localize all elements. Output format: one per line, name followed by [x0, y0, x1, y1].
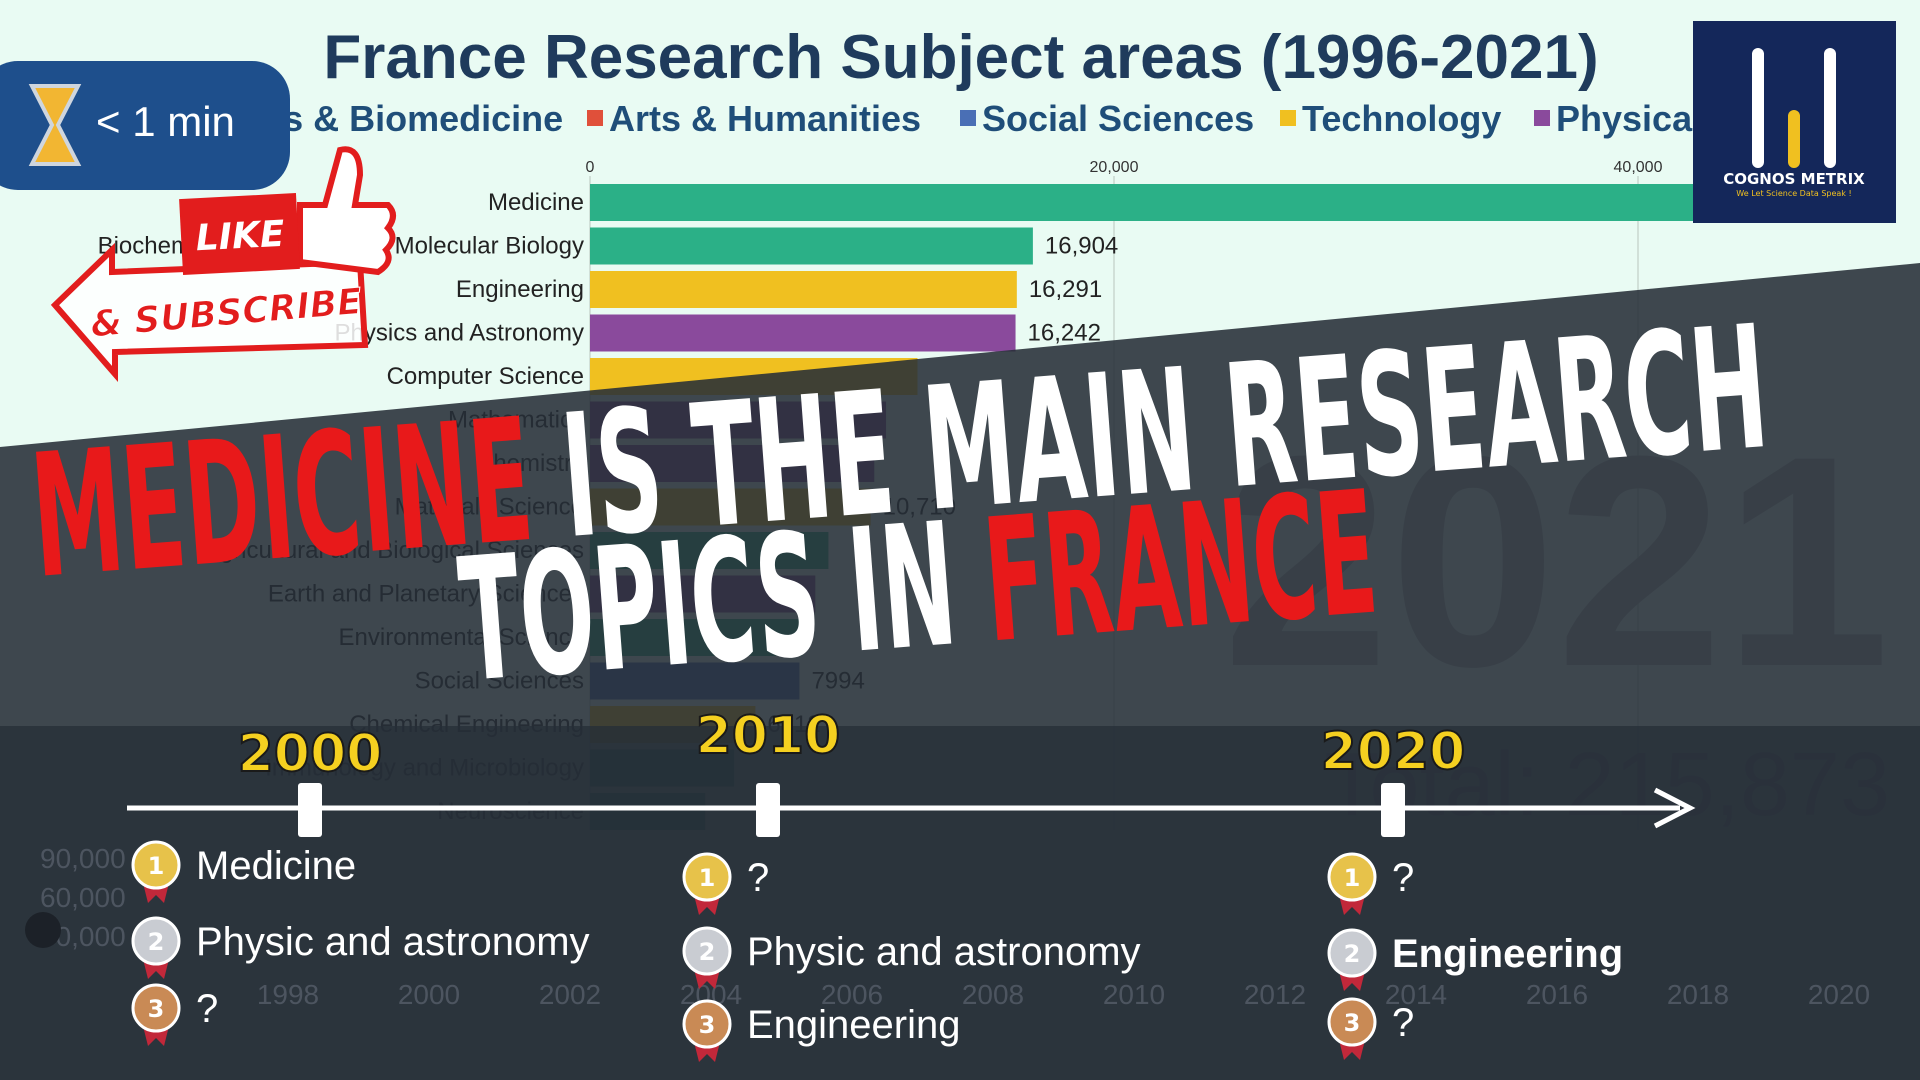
bar-value-label: 16,904	[1045, 233, 1118, 260]
bar	[590, 271, 1017, 308]
legend-swatch	[960, 110, 976, 126]
legend-label: Social Sciences	[982, 98, 1254, 139]
medal-number: 2	[699, 938, 716, 966]
bar	[590, 227, 1033, 265]
trend-y-label: 60,000	[40, 882, 126, 913]
medal	[682, 999, 732, 1049]
timeline-tick	[1381, 783, 1405, 837]
trend-y-label: 90,000	[40, 843, 126, 874]
bar	[590, 184, 1717, 221]
rank-label: Physic and astronomy	[196, 920, 590, 964]
trend-x-label: 2014	[1385, 979, 1447, 1010]
legend-swatch	[587, 110, 603, 126]
medal-number: 2	[1344, 940, 1361, 968]
headline-part: TOPICS IN	[453, 484, 992, 721]
timeline-year: 2020	[1321, 722, 1466, 782]
timeline-tick	[298, 783, 322, 837]
medal-number: 2	[148, 928, 165, 956]
x-tick-label: 40,000	[1614, 159, 1663, 176]
timeline-tick	[756, 783, 780, 837]
rank-label: Engineering	[747, 1003, 961, 1047]
chart-title: France Research Subject areas (1996-2021…	[323, 23, 1598, 92]
bar-category: Computer Science	[387, 363, 584, 390]
trend-x-label: 2002	[539, 979, 601, 1010]
medal-number: 3	[148, 995, 165, 1023]
medal-number: 1	[699, 864, 716, 892]
like-label: LIKE	[195, 214, 286, 260]
rank-label: Medicine	[196, 844, 356, 888]
trend-x-label: 2008	[962, 979, 1024, 1010]
medal-number: 1	[148, 852, 165, 880]
medal-number: 3	[699, 1011, 716, 1039]
headline-part: MEDICINE	[25, 382, 539, 617]
medal-number: 3	[1344, 1009, 1361, 1037]
timeline-year: 2000	[238, 724, 383, 784]
hourglass	[28, 84, 82, 166]
legend-swatch	[1280, 110, 1296, 126]
logo-bar	[1788, 110, 1800, 168]
timeline-year: 2010	[696, 706, 841, 766]
duration-label: < 1 min	[96, 98, 235, 145]
logo-name: COGNOS METRIX	[1723, 170, 1865, 188]
medal	[131, 916, 181, 966]
rank-label: ?	[1392, 1001, 1414, 1045]
trend-x-label: 2010	[1103, 979, 1165, 1010]
subscribe-arrow	[50, 242, 369, 383]
rank-label: Engineering	[1392, 932, 1623, 976]
like-box	[179, 193, 300, 276]
medal	[1327, 852, 1377, 902]
trend-x-label: 1998	[257, 979, 319, 1010]
medal	[1327, 997, 1377, 1047]
logo-bar	[1752, 48, 1764, 168]
bar-category: Engineering	[456, 276, 584, 303]
bar-category: Physics and Astronomy	[335, 320, 584, 347]
trend-x-label: 2000	[398, 979, 460, 1010]
medal	[682, 852, 732, 902]
bar-value-label: 16,291	[1029, 276, 1102, 303]
trend-x-label: 2006	[821, 979, 883, 1010]
rank-label: ?	[747, 856, 769, 900]
bar-value-label: 16,242	[1028, 320, 1101, 347]
rank-label: ?	[196, 987, 218, 1031]
legend-label: Arts & Humanities	[609, 98, 921, 139]
medal	[131, 840, 181, 890]
bar-category: Medicine	[488, 189, 584, 216]
headline: TOPICS IN FRANCE	[453, 455, 1383, 721]
thumb-up	[297, 146, 396, 276]
legend-swatch	[1534, 110, 1550, 126]
x-tick-label: 20,000	[1090, 159, 1139, 176]
headline-part: FRANCE	[978, 455, 1384, 682]
rank-label: ?	[1392, 856, 1414, 900]
logo-bar	[1824, 48, 1836, 168]
timeline-arrow	[1653, 787, 1696, 829]
logo-tagline: We Let Science Data Speak !	[1736, 189, 1851, 198]
legend-label: Technology	[1302, 98, 1501, 139]
medal	[682, 926, 732, 976]
x-tick-label: 0	[586, 159, 595, 176]
medal-number: 1	[1344, 864, 1361, 892]
medal	[1327, 928, 1377, 978]
trend-x-label: 2012	[1244, 979, 1306, 1010]
rank-label: Physic and astronomy	[747, 930, 1141, 974]
medal	[131, 983, 181, 1033]
bar	[590, 314, 1016, 352]
trend-x-label: 2016	[1526, 979, 1588, 1010]
trend-x-label: 2018	[1667, 979, 1729, 1010]
trend-x-label: 2020	[1808, 979, 1870, 1010]
pause-button	[25, 912, 61, 948]
